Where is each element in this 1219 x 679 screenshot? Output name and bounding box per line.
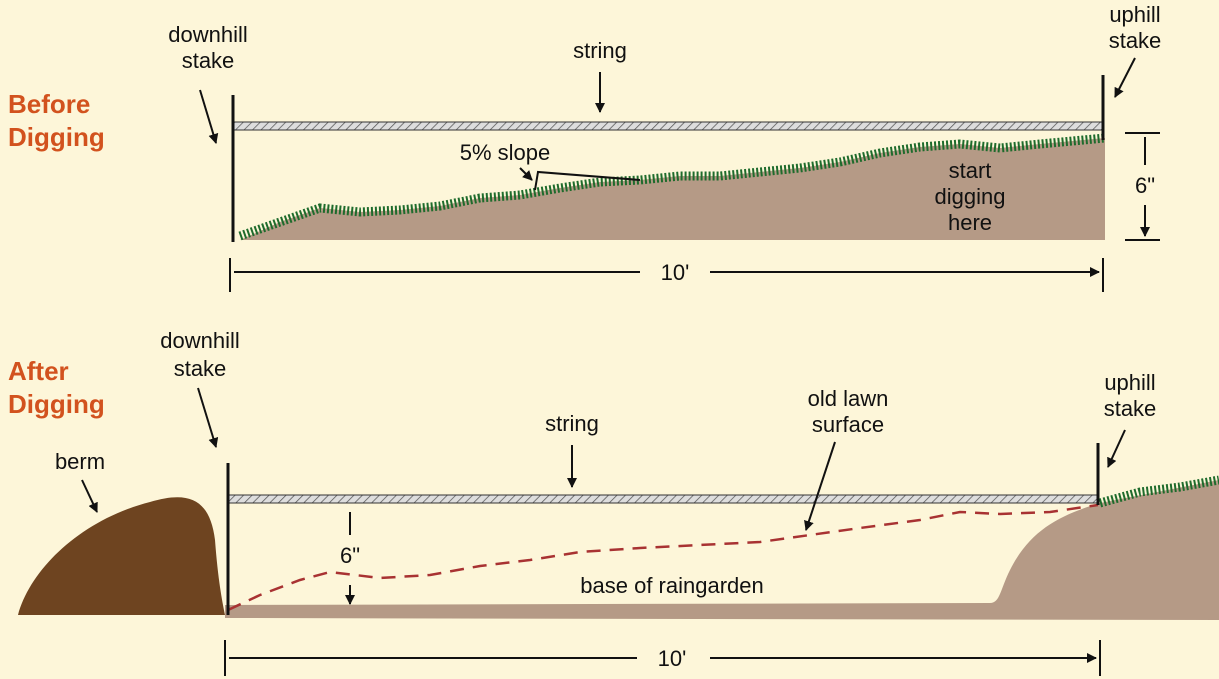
heading: Before: [8, 89, 90, 119]
arrow: [1114, 57, 1136, 98]
label: start: [949, 158, 992, 183]
ground: [240, 138, 1105, 240]
label: surface: [812, 412, 884, 437]
arrow: [519, 167, 533, 181]
label: downhill: [160, 328, 240, 353]
slope-bracket: [534, 170, 641, 191]
label: 10': [661, 260, 690, 285]
string: [227, 494, 1099, 504]
label: 5% slope: [460, 140, 551, 165]
arrow: [81, 479, 98, 513]
label: 10': [658, 646, 687, 671]
arrow: [804, 441, 836, 531]
label: stake: [174, 356, 227, 381]
label: old lawn: [808, 386, 889, 411]
label: 6": [340, 543, 360, 568]
label: string: [573, 38, 627, 63]
label: berm: [55, 449, 105, 474]
label: stake: [1109, 28, 1162, 53]
label: uphill: [1109, 2, 1160, 27]
heading: After: [8, 356, 69, 386]
label: string: [545, 411, 599, 436]
label: digging: [935, 184, 1006, 209]
arrow: [199, 89, 219, 144]
grass: [238, 133, 1106, 241]
label: base of raingarden: [580, 573, 763, 598]
label: downhill: [168, 22, 248, 47]
berm: [18, 497, 225, 615]
label: uphill: [1104, 370, 1155, 395]
old-lawn-line: [227, 503, 1099, 612]
arrow: [1107, 429, 1126, 468]
label: stake: [1104, 396, 1157, 421]
string: [232, 121, 1104, 131]
label: stake: [182, 48, 235, 73]
heading: Digging: [8, 122, 105, 152]
ground: [225, 480, 1219, 620]
heading: Digging: [8, 389, 105, 419]
label: here: [948, 210, 992, 235]
label: 6": [1135, 173, 1155, 198]
arrow: [197, 387, 219, 448]
grass: [1098, 475, 1219, 508]
